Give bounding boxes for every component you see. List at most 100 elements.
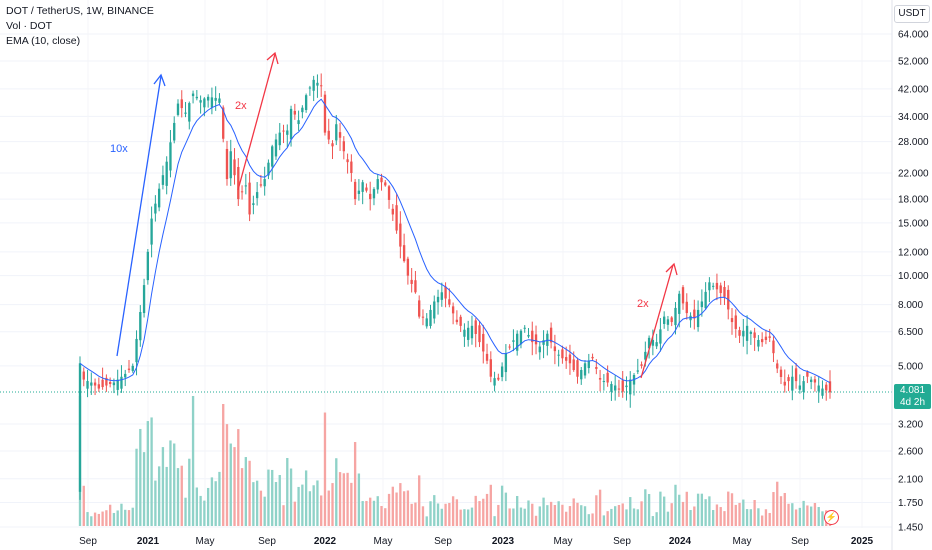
volume-bar [568, 506, 572, 526]
volume-indicator-label[interactable]: Vol · DOT [6, 20, 53, 32]
candle-body [538, 346, 541, 353]
price-tick-label: 1.450 [898, 523, 923, 534]
candle-body [825, 384, 828, 391]
volume-bar [700, 493, 704, 526]
volume-bar [165, 466, 168, 526]
volume-bar [734, 504, 737, 526]
currency-selector[interactable]: USDT [894, 5, 930, 23]
candle-body [357, 190, 361, 194]
volume-bar [108, 504, 112, 526]
candle-body [338, 132, 342, 138]
candle-body [512, 340, 515, 342]
volume-bar [316, 480, 319, 526]
symbol-title[interactable]: DOT / TetherUS, 1W, BINANCE [6, 5, 154, 17]
volume-bar [798, 507, 802, 526]
candle-body [176, 103, 180, 115]
volume-bar [553, 504, 557, 526]
candle-body [451, 306, 455, 314]
volume-bar [135, 448, 138, 526]
time-axis-labels[interactable]: Sep 2021 May Sep 2022 May Sep 2023 May Sep 2024 May… [79, 536, 873, 547]
candle-body [606, 372, 609, 383]
candle-body [161, 175, 165, 185]
candle-body [557, 354, 560, 356]
candle-body [576, 360, 579, 377]
volume-bar [516, 496, 519, 526]
candle-body [779, 369, 783, 377]
candle-body [764, 336, 768, 340]
candle-body [142, 285, 146, 314]
candle-body [240, 191, 244, 193]
volume-bar [353, 442, 357, 526]
volume-bar [794, 509, 798, 526]
volume-bar [180, 465, 183, 526]
candle-body [809, 379, 813, 383]
volume-bar [440, 508, 443, 526]
candle-body [463, 329, 466, 337]
volume-bar [704, 499, 707, 526]
volume-bar [105, 510, 108, 526]
volume-bar [406, 490, 410, 526]
volume-bar [787, 503, 790, 526]
volume-bar [131, 507, 134, 526]
volume-bar [531, 503, 534, 526]
volume-bar [199, 495, 202, 526]
annotation-arrowhead-2x-first [266, 51, 279, 65]
annotation-arrow-2x-second [640, 264, 674, 379]
candle-body [139, 312, 142, 341]
candle-body [233, 159, 236, 176]
volume-bar [655, 512, 658, 526]
candle-body [794, 368, 798, 382]
candle-body [384, 182, 387, 186]
volume-bar [678, 494, 681, 526]
candle-body [614, 385, 617, 391]
candle-body [350, 161, 353, 174]
volume-bar [173, 443, 176, 526]
volume-bar [663, 496, 666, 526]
volume-bar [451, 496, 455, 526]
candle-body [271, 146, 274, 167]
volume-bar [376, 496, 379, 526]
volume-bar [636, 509, 639, 526]
candle-body [730, 318, 734, 323]
volume-bar [572, 498, 575, 526]
ema-indicator-label[interactable]: EMA (10, close) [6, 35, 81, 47]
volume-bar [304, 470, 308, 526]
volume-bar [414, 502, 417, 526]
volume-bar [693, 506, 696, 526]
candle-body [516, 333, 519, 351]
volume-bar [282, 505, 285, 526]
candle-body [629, 379, 632, 395]
candle-body [180, 99, 183, 109]
volume-bar [274, 481, 278, 526]
candle-body [742, 330, 745, 337]
volume-bar [206, 487, 210, 526]
candle-body [482, 333, 485, 352]
volume-bar [154, 480, 157, 526]
candle-body [806, 371, 809, 377]
volume-bar [821, 511, 824, 526]
candle-body [376, 179, 379, 190]
candle-body [478, 325, 481, 343]
volume-bar [723, 511, 726, 526]
candle-body [316, 82, 319, 86]
volume-bar [425, 516, 428, 526]
candle-body [610, 384, 613, 392]
candle-body [327, 130, 330, 140]
volume-bar [312, 485, 315, 526]
volume-bar [549, 501, 553, 526]
candle-body [312, 79, 315, 91]
candle-body [474, 320, 477, 334]
volume-bar [719, 507, 722, 526]
time-tick-label: 2024 [669, 536, 692, 547]
candle-body [493, 378, 496, 386]
candle-body [421, 316, 425, 318]
volume-bar [161, 447, 165, 526]
time-tick-label: 2022 [314, 536, 337, 547]
lightning-icon[interactable]: ⚡ [824, 510, 839, 525]
candle-body [527, 334, 530, 337]
volume-bar [813, 502, 817, 526]
price-axis-labels[interactable]: 64.000 52.000 42.000 34.000 28.000 22.000 18.0… [898, 30, 929, 534]
candle-body [768, 336, 771, 338]
volume-bar [523, 508, 526, 526]
